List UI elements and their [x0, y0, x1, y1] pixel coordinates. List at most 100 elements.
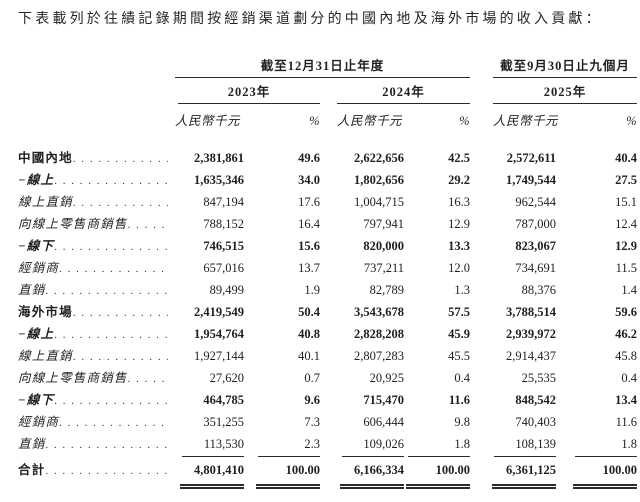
cell-2024-amount: 820,000: [363, 239, 404, 253]
leader-dots: [73, 301, 168, 324]
leader-dots: [45, 433, 168, 456]
leader-dots: [54, 169, 168, 192]
leader-dots: [54, 235, 168, 258]
leader-dots: [45, 459, 168, 482]
row-label: 線上直銷: [18, 349, 73, 363]
cell-2025-percent: 0.4: [621, 371, 637, 385]
table-row: 經銷商 657,016 13.7 737,211 12.0 734,691 11…: [18, 257, 637, 279]
row-label: 線上直銷: [18, 195, 73, 209]
cell-2024-percent: 29.2: [448, 173, 470, 187]
cell-2023-percent: 40.8: [298, 327, 320, 341]
cell-2024-percent: 100.00: [404, 459, 470, 489]
cell-2023-percent: 17.6: [298, 195, 320, 209]
cell-2023-amount: 1,927,144: [194, 349, 244, 363]
leader-dots: [45, 279, 168, 302]
row-label: −線上: [18, 173, 55, 187]
cell-2023-amount: 464,785: [203, 393, 244, 407]
cell-2023-amount: 2,381,861: [194, 151, 244, 165]
cell-2024-amount: 2,807,283: [354, 349, 404, 363]
cell-2023-percent: 7.3: [304, 415, 320, 429]
cell-2024-percent: 57.5: [448, 305, 470, 319]
cell-2023-amount: 89,499: [209, 283, 244, 297]
cell-2024-percent: 1.8: [404, 433, 470, 457]
leader-dots: [54, 323, 168, 346]
cell-2025-amount: 2,914,437: [506, 349, 556, 363]
cell-2024-percent: 45.5: [448, 349, 470, 363]
cell-2025-amount: 962,544: [515, 195, 556, 209]
currency-unit-label: 人民幣千元: [337, 114, 403, 128]
row-label: 經銷商: [18, 261, 60, 275]
period-group-header-row: 截至12月31日止年度 截至9月30日止九個月: [18, 58, 637, 78]
cell-2025-amount: 25,535: [521, 371, 556, 385]
cell-2023-percent: 9.6: [304, 393, 320, 407]
cell-2025-percent: 1.8: [556, 433, 637, 457]
leader-dots: [73, 345, 168, 368]
table-row: −線下 746,515 15.6 820,000 13.3 823,067 12…: [18, 235, 637, 257]
row-label: −線下: [18, 393, 55, 407]
cell-2023-percent: 50.4: [298, 305, 320, 319]
percent-label: %: [626, 114, 637, 128]
cell-2025-percent: 11.5: [615, 261, 637, 275]
leader-dots: [54, 389, 168, 412]
cell-2024-amount: 109,026: [320, 433, 404, 457]
leader-dots: [59, 257, 168, 280]
cell-2024-amount: 606,444: [363, 415, 404, 429]
row-label-cell: 經銷商: [18, 257, 168, 280]
percent-label: %: [459, 114, 470, 128]
table-row: −線上 1,954,764 40.8 2,828,208 45.9 2,939,…: [18, 323, 637, 345]
row-label: 直銷: [18, 283, 46, 297]
cell-2023-percent: 13.7: [298, 261, 320, 275]
cell-2023-amount: 1,635,346: [194, 173, 244, 187]
table-row: 合計 4,801,410 100.00 6,166,334 100.00 6,3…: [18, 459, 637, 489]
cell-2025-percent: 1.4: [621, 283, 637, 297]
row-label: 中國內地: [18, 151, 73, 165]
cell-2024-percent: 9.8: [454, 415, 470, 429]
table-row: 直銷 89,499 1.9 82,789 1.3 88,376 1.4: [18, 279, 637, 301]
table-row: 線上直銷 847,194 17.6 1,004,715 16.3 962,544…: [18, 191, 637, 213]
cell-2023-amount: 847,194: [203, 195, 244, 209]
cell-2023-percent: 34.0: [298, 173, 320, 187]
cell-2025-percent: 45.8: [615, 349, 637, 363]
cell-2025-percent: 12.4: [615, 217, 637, 231]
unit-header-2024: 人民幣千元 %: [337, 111, 470, 131]
cell-2025-percent: 27.5: [615, 173, 637, 187]
cell-2023-amount: 4,801,410: [168, 459, 244, 489]
unit-header-row: 人民幣千元 % 人民幣千元 % 人民幣千元 %: [18, 111, 637, 131]
row-label: 合計: [18, 463, 46, 477]
cell-2023-percent: 16.4: [298, 217, 320, 231]
row-label: 向線上零售商銷售: [18, 371, 128, 385]
cell-2025-amount: 823,067: [515, 239, 556, 253]
cell-2025-amount: 2,939,972: [506, 327, 556, 341]
cell-2023-amount: 27,620: [209, 371, 244, 385]
year-header-row: 2023年 2024年 2025年: [18, 84, 637, 104]
cell-2024-percent: 12.9: [448, 217, 470, 231]
revenue-by-channel-table: 截至12月31日止年度 截至9月30日止九個月 2023年 2024年 2025…: [18, 58, 637, 489]
table-row: 中國內地 2,381,861 49.6 2,622,656 42.5 2,572…: [18, 147, 637, 169]
cell-2024-percent: 11.6: [448, 393, 470, 407]
cell-2023-percent: 15.6: [298, 239, 320, 253]
cell-2024-amount: 20,925: [369, 371, 404, 385]
row-label: 海外市場: [18, 305, 73, 319]
cell-2025-percent: 46.2: [615, 327, 637, 341]
row-label: −線下: [18, 239, 55, 253]
table-row: 經銷商 351,255 7.3 606,444 9.8 740,403 11.6: [18, 411, 637, 433]
cell-2024-percent: 42.5: [448, 151, 470, 165]
table-row: 向線上零售商銷售 788,152 16.4 797,941 12.9 787,0…: [18, 213, 637, 235]
leader-dots: [128, 367, 168, 390]
cell-2025-amount: 88,376: [521, 283, 556, 297]
cell-2023-percent: 40.1: [298, 349, 320, 363]
cell-2023-amount: 1,954,764: [194, 327, 244, 341]
leader-dots: [73, 147, 168, 170]
table-row: 海外市場 2,419,549 50.4 3,543,678 57.5 3,788…: [18, 301, 637, 323]
row-label: −線上: [18, 327, 55, 341]
percent-label: %: [309, 114, 320, 128]
cell-2024-amount: 2,622,656: [354, 151, 404, 165]
cell-2024-amount: 715,470: [363, 393, 404, 407]
cell-2024-percent: 1.3: [454, 283, 470, 297]
cell-2024-amount: 82,789: [369, 283, 404, 297]
cell-2025-amount: 1,749,544: [506, 173, 556, 187]
table-row: −線上 1,635,346 34.0 1,802,656 29.2 1,749,…: [18, 169, 637, 191]
row-label-cell: −線上: [18, 169, 168, 192]
cell-2024-amount: 1,802,656: [354, 173, 404, 187]
